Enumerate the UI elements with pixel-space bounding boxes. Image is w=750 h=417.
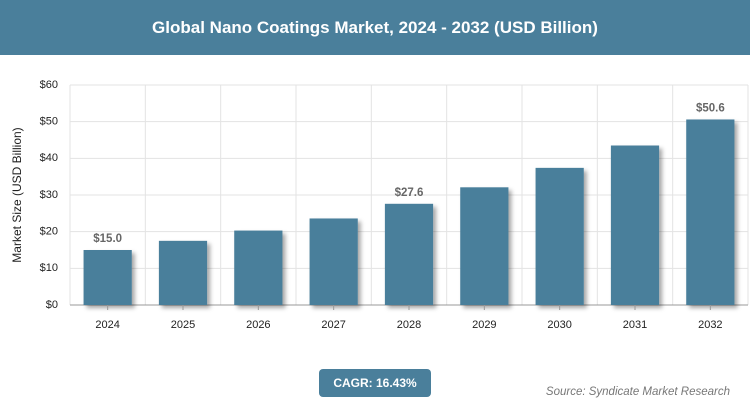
x-tick-label: 2026 <box>246 319 270 331</box>
source-note: Source: Syndicate Market Research <box>545 386 730 398</box>
y-tick-label: $0 <box>46 299 58 311</box>
y-tick-label: $40 <box>40 152 58 164</box>
value-label: $27.6 <box>395 187 424 199</box>
y-axis-label: Market Size (USD Billion) <box>10 127 24 262</box>
chart: Market Size (USD Billion) $0 $10 $20 $30 $40… <box>10 79 749 331</box>
value-label: $50.6 <box>696 102 725 114</box>
bar <box>384 203 434 305</box>
chart-title: Global Nano Coatings Market, 2024 - 2032… <box>0 0 750 55</box>
bar <box>686 119 735 305</box>
y-tick-label: $20 <box>40 226 58 238</box>
x-tick-label: 2030 <box>547 319 571 331</box>
bar <box>535 167 584 305</box>
x-tick-label: 2027 <box>321 319 345 331</box>
value-label: $15.0 <box>93 233 122 245</box>
y-tick-label: $50 <box>40 116 58 128</box>
y-tick-label: $30 <box>40 189 58 201</box>
bar <box>158 240 208 305</box>
x-tick-label: 2024 <box>95 319 119 331</box>
bar <box>309 218 358 305</box>
x-tick-label: 2032 <box>698 319 722 331</box>
y-tick-label: $10 <box>40 262 58 274</box>
bar <box>83 250 132 305</box>
bar <box>234 230 283 305</box>
bar <box>610 145 660 305</box>
x-tick-label: 2031 <box>623 319 647 331</box>
x-tick-label: 2025 <box>171 319 195 331</box>
y-tick-label: $60 <box>40 79 58 91</box>
cagr-badge: CAGR: 16.43% <box>319 369 431 397</box>
x-tick-label: 2028 <box>397 319 421 331</box>
x-tick-label: 2029 <box>472 319 496 331</box>
bar <box>460 187 509 305</box>
